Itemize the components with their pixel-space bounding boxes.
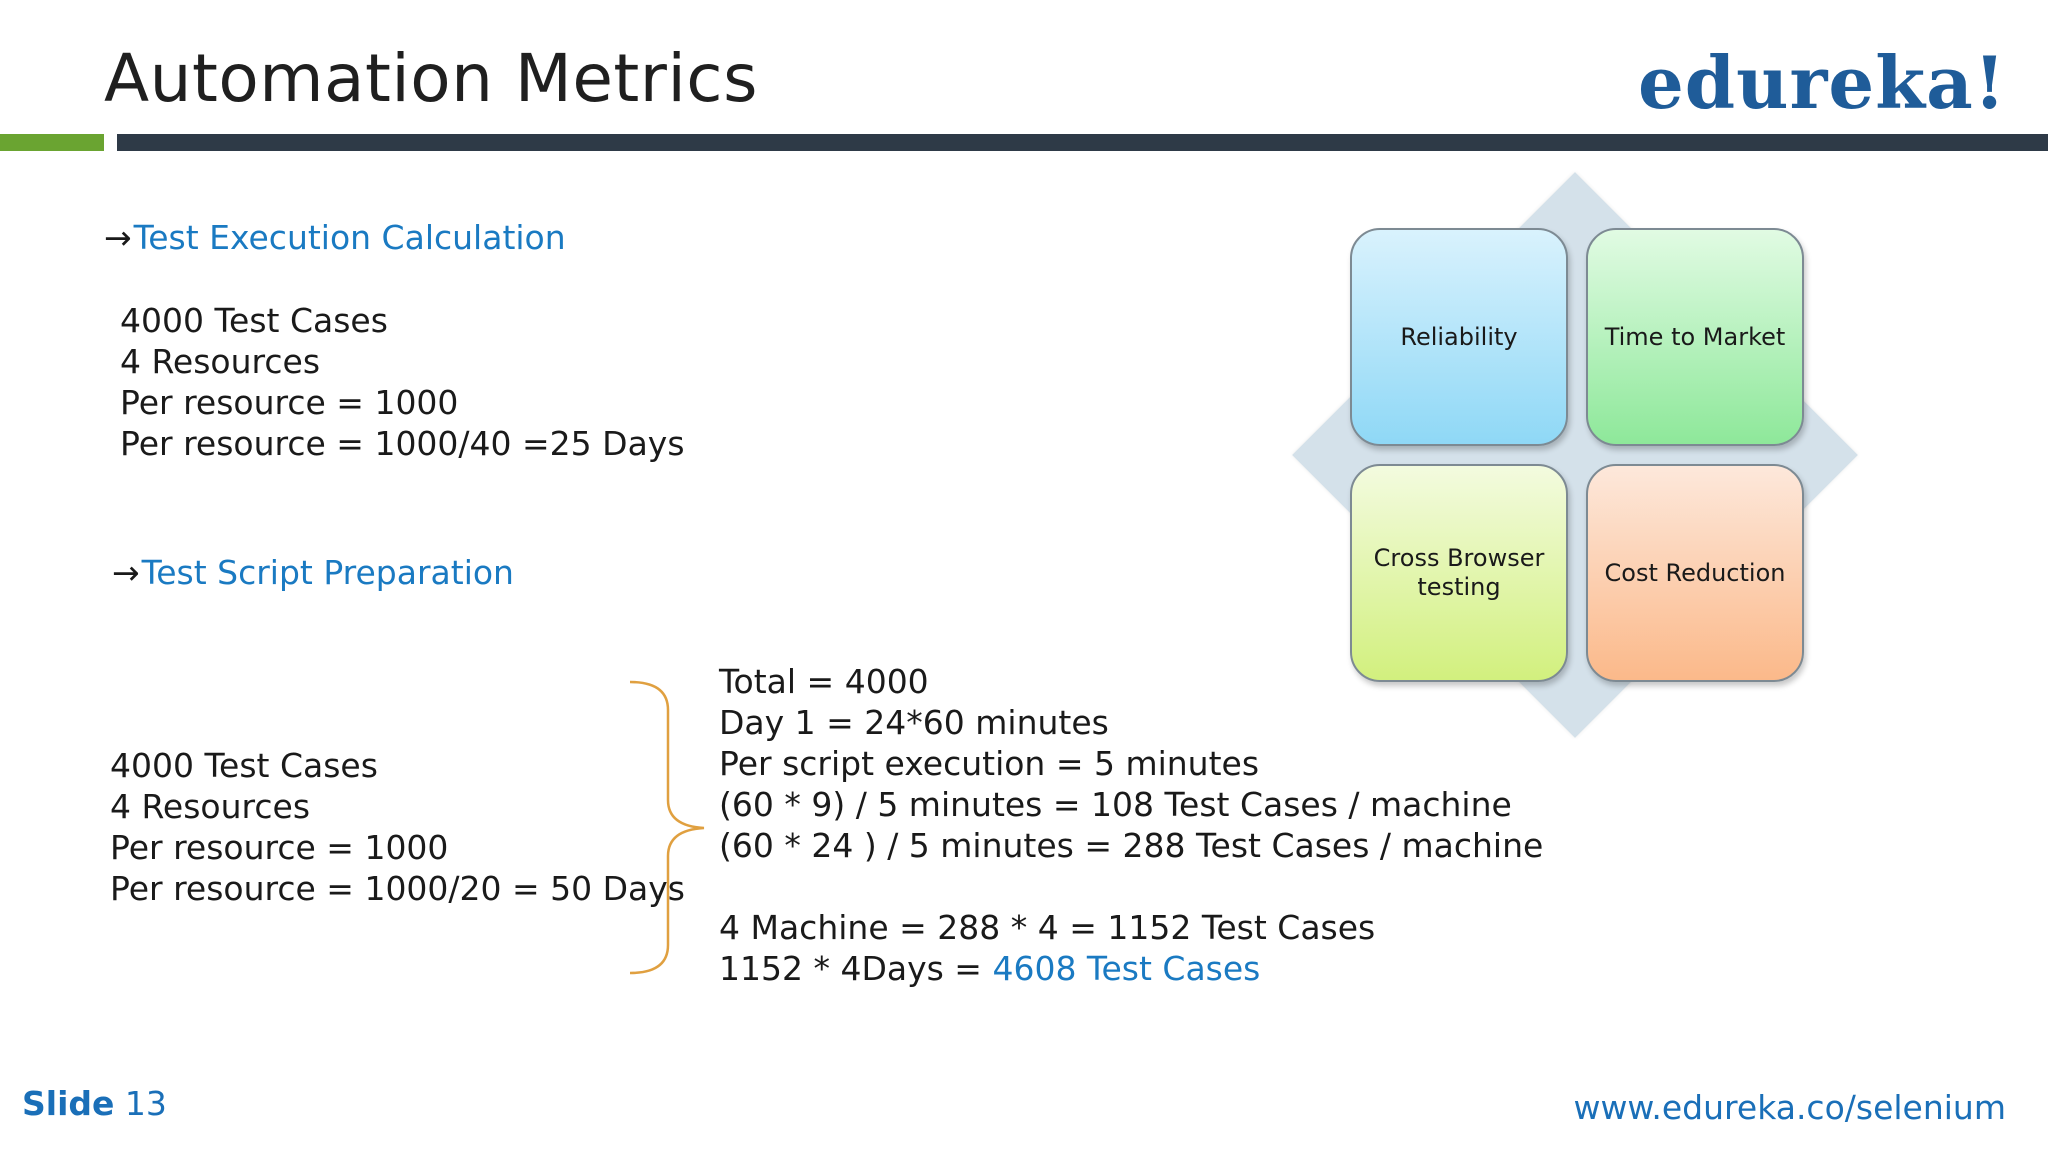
curly-brace-icon bbox=[629, 680, 705, 975]
slide-word: Slide bbox=[22, 1084, 115, 1123]
arrow-icon: → bbox=[104, 218, 132, 257]
benefits-diagram: Reliability Time to Market Cross Browser… bbox=[1292, 172, 1858, 738]
script-prep-line: Per resource = 1000 bbox=[110, 828, 449, 867]
calculation-total-prefix: 1152 * 4Days = bbox=[719, 949, 993, 988]
tile-cost-reduction: Cost Reduction bbox=[1586, 464, 1804, 682]
script-prep-line: 4000 Test Cases bbox=[110, 746, 378, 785]
script-prep-heading-label: Test Script Preparation bbox=[141, 553, 514, 592]
tile-cross-browser-testing: Cross Browser testing bbox=[1350, 464, 1568, 682]
slide-number: Slide 13 bbox=[22, 1084, 167, 1123]
slide-number-value: 13 bbox=[124, 1084, 167, 1123]
slide-title: Automation Metrics bbox=[104, 40, 758, 117]
tile-time-to-market: Time to Market bbox=[1586, 228, 1804, 446]
execution-line: Per resource = 1000/40 =25 Days bbox=[120, 424, 685, 463]
calculation-line: 4 Machine = 288 * 4 = 1152 Test Cases bbox=[719, 908, 1376, 947]
execution-line: 4000 Test Cases bbox=[120, 301, 388, 340]
script-prep-details: 4000 Test Cases 4 Resources Per resource… bbox=[110, 745, 685, 909]
script-prep-heading: →Test Script Preparation bbox=[112, 553, 514, 592]
calculation-line: (60 * 9) / 5 minutes = 108 Test Cases / … bbox=[719, 785, 1512, 824]
calculation-line: (60 * 24 ) / 5 minutes = 288 Test Cases … bbox=[719, 826, 1544, 865]
calculation-details: Total = 4000 Day 1 = 24*60 minutes Per s… bbox=[719, 661, 1543, 989]
arrow-icon: → bbox=[112, 553, 140, 592]
calculation-line: Day 1 = 24*60 minutes bbox=[719, 703, 1109, 742]
execution-heading-label: Test Execution Calculation bbox=[133, 218, 566, 257]
tile-reliability: Reliability bbox=[1350, 228, 1568, 446]
execution-details: 4000 Test Cases 4 Resources Per resource… bbox=[120, 300, 685, 464]
script-prep-line: 4 Resources bbox=[110, 787, 311, 826]
calculation-total-line: 1152 * 4Days = 4608 Test Cases bbox=[719, 948, 1543, 989]
script-prep-line: Per resource = 1000/20 = 50 Days bbox=[110, 869, 686, 908]
header-accent-bar bbox=[0, 134, 104, 151]
calculation-total-highlight: 4608 Test Cases bbox=[992, 949, 1261, 988]
edureka-logo: edureka! bbox=[1638, 40, 2007, 125]
execution-line: Per resource = 1000 bbox=[120, 383, 459, 422]
execution-heading: →Test Execution Calculation bbox=[104, 218, 566, 257]
calculation-line: Per script execution = 5 minutes bbox=[719, 744, 1260, 783]
footer-url[interactable]: www.edureka.co/selenium bbox=[1573, 1088, 2006, 1127]
calculation-spacer bbox=[719, 866, 1543, 907]
header-divider-bar bbox=[117, 134, 2048, 151]
calculation-line: Total = 4000 bbox=[719, 662, 929, 701]
execution-line: 4 Resources bbox=[120, 342, 321, 381]
